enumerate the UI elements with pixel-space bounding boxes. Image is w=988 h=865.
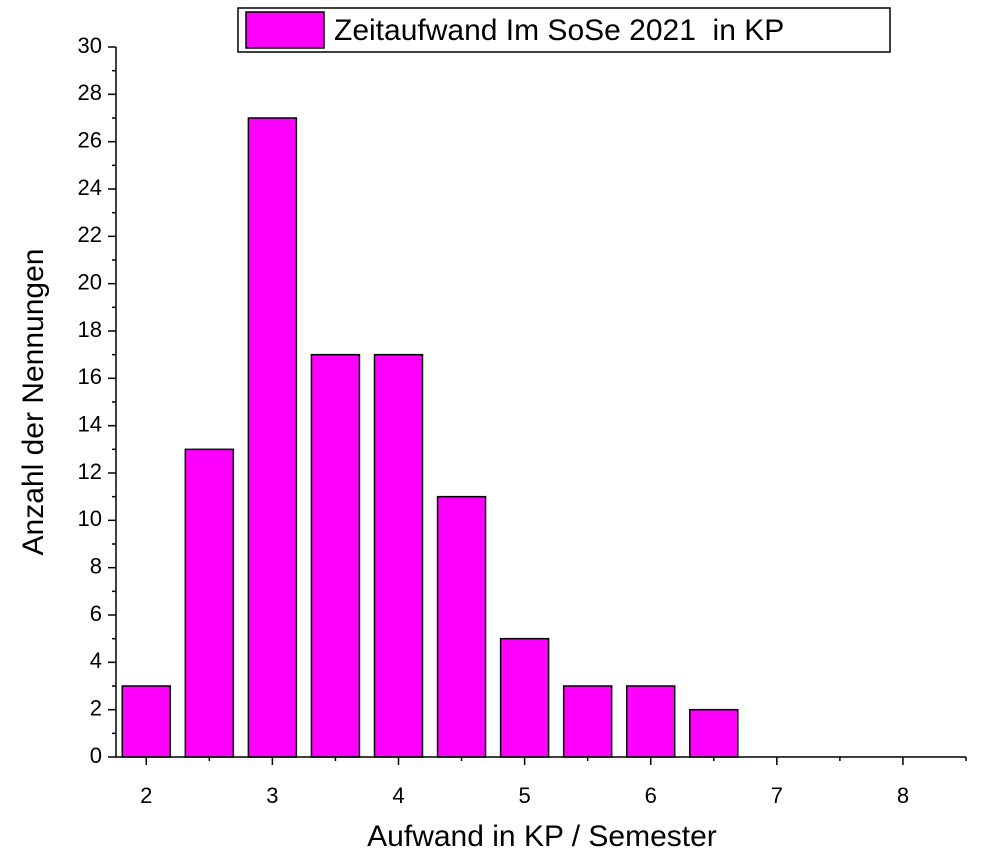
x-tick-label: 2: [140, 783, 152, 808]
y-tick-label: 14: [78, 411, 102, 436]
x-tick-label: 8: [897, 783, 909, 808]
x-tick-label: 4: [392, 783, 404, 808]
y-tick-label: 0: [90, 743, 102, 768]
bar: [499, 637, 550, 758]
y-tick-label: 18: [78, 317, 102, 342]
bar: [689, 708, 739, 758]
y-tick-label: 22: [78, 222, 102, 247]
y-tick-label: 16: [78, 364, 102, 389]
x-tick-label: 3: [266, 783, 278, 808]
x-axis-label: Aufwand in KP / Semester: [367, 820, 717, 853]
y-tick-label: 20: [78, 269, 102, 294]
bar: [373, 353, 424, 758]
y-axis-label: Anzahl der Nennungen: [17, 249, 50, 556]
bar: [247, 117, 298, 758]
y-tick-label: 12: [78, 459, 102, 484]
y-tick-label: 10: [78, 506, 102, 531]
bar: [121, 685, 172, 758]
x-tick-label: 6: [645, 783, 657, 808]
y-tick-label: 30: [78, 33, 102, 58]
bar: [310, 353, 361, 758]
y-tick-label: 4: [90, 648, 102, 673]
legend-box: [237, 7, 891, 53]
y-tick-label: 6: [90, 601, 102, 626]
bar: [625, 685, 676, 758]
y-tick-label: 24: [78, 175, 102, 200]
bar: [184, 448, 235, 758]
y-tick-label: 26: [78, 127, 102, 152]
y-tick-label: 2: [90, 695, 102, 720]
bar: [436, 495, 487, 758]
legend-label: Zeitaufwand Im SoSe 2021 in KP: [334, 14, 784, 47]
bar: [562, 685, 613, 758]
x-tick-label: 7: [771, 783, 783, 808]
y-tick-label: 28: [78, 80, 102, 105]
legend-swatch: [245, 11, 325, 49]
y-tick-label: 8: [90, 553, 102, 578]
x-tick-label: 5: [518, 783, 530, 808]
